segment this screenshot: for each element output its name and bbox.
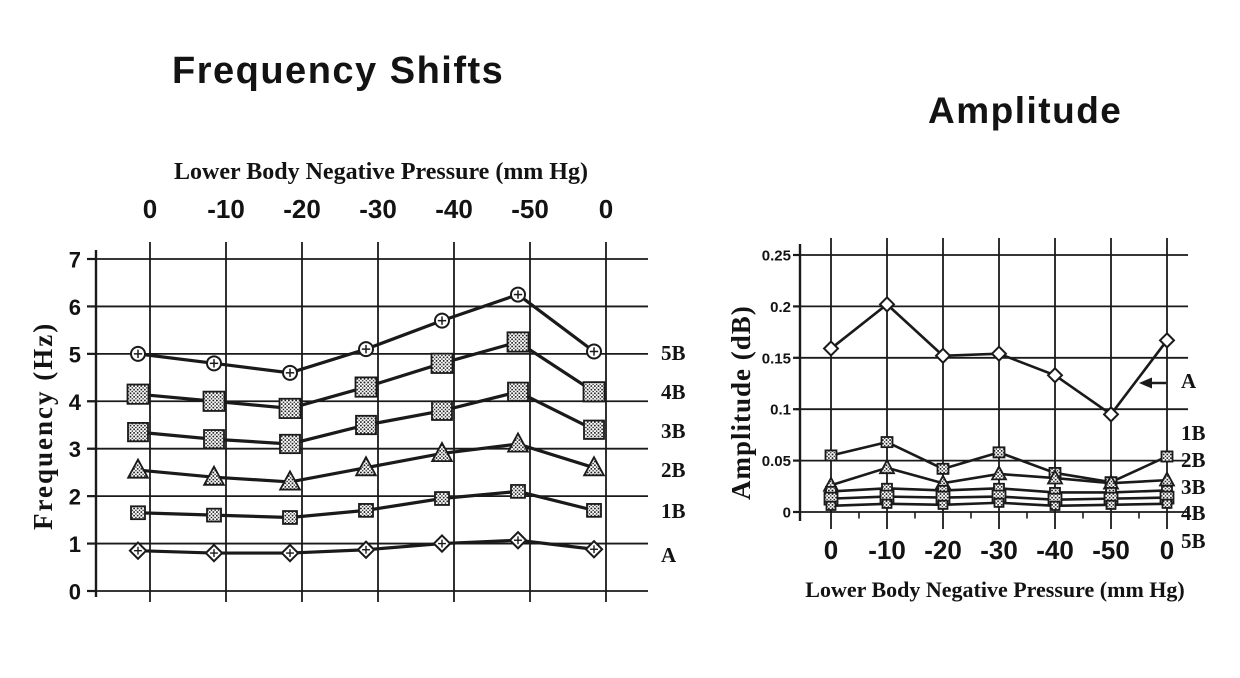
frequency-shifts-plot: 0 1 2 3 4 5 6 7 0 -10 -20 -30 -40 -50 0 5B 4B 3B 2B 1B A	[69, 194, 686, 605]
series-label-3B: 3B	[661, 419, 686, 443]
y-tick-label: 0.1	[770, 402, 791, 419]
frequency-x-axis-title: Lower Body Negative Pressure (mm Hg)	[174, 159, 588, 185]
series-label-2B: 2B	[661, 458, 686, 482]
y-tick-label: 5	[69, 342, 81, 367]
gridlines	[87, 242, 648, 602]
x-tick-label: -50	[511, 194, 549, 224]
x-tick-label: -40	[1036, 535, 1074, 565]
series-4B: 4B	[823, 489, 1206, 525]
series-label-5B: 5B	[661, 341, 686, 365]
amplitude-chart-title: Amplitude	[928, 90, 1123, 131]
x-tick-label: -30	[980, 535, 1018, 565]
series-label-1B: 1B	[661, 499, 686, 523]
y-tick-label: 1	[69, 532, 81, 557]
series-A: A	[128, 530, 677, 567]
series-label-3B: 3B	[1181, 475, 1206, 499]
x-tick-label: -10	[207, 194, 245, 224]
series-label-1B: 1B	[1181, 421, 1206, 445]
series-1B: 1B	[130, 484, 686, 525]
y-tick-label: 7	[69, 247, 81, 272]
x-tick-label: -20	[924, 535, 962, 565]
x-tick-label: 0	[143, 194, 157, 224]
y-tick-label: 0	[69, 580, 81, 605]
y-tick-label: 3	[69, 437, 81, 462]
x-tick-label: -10	[868, 535, 906, 565]
amplitude-x-axis-title: Lower Body Negative Pressure (mm Hg)	[805, 577, 1185, 602]
series-5B: 5B	[130, 286, 686, 381]
y-tick-label: 0.05	[762, 453, 791, 470]
x-tick-label: 0	[824, 535, 838, 565]
series-5B: 5B	[825, 497, 1206, 553]
y-tick-label: 6	[69, 295, 81, 320]
y-tick-label: 0.2	[770, 299, 791, 316]
x-tick-label: -30	[359, 194, 397, 224]
frequency-chart-title: Frequency Shifts	[172, 50, 505, 92]
series-3B: 3B	[127, 381, 686, 455]
series-label-4B: 4B	[661, 380, 686, 404]
x-tick-label: 0	[599, 194, 613, 224]
series-a-arrow-annotation	[1139, 377, 1166, 389]
y-tick-label: 0.15	[762, 350, 791, 367]
y-tick-label: 4	[69, 390, 82, 415]
x-tick-label: 0	[1160, 535, 1174, 565]
series-label-5B: 5B	[1181, 529, 1206, 553]
gridlines	[793, 238, 1188, 529]
series-label-A: A	[661, 543, 677, 567]
y-tick-label: 2	[69, 485, 81, 510]
series-4B: 4B	[126, 331, 686, 419]
series-label-2B: 2B	[1181, 448, 1206, 472]
amplitude-plot: 0 0.05 0.1 0.15 0.2 0.25 0 -10 -20 -30 -40 -50 0 A 1B 2…	[762, 238, 1206, 565]
series-1B: 1B	[824, 421, 1206, 489]
y-tick-label: 0.25	[762, 248, 791, 265]
y-tick-label: 0	[783, 505, 791, 522]
x-tick-label: -50	[1092, 535, 1130, 565]
series-2B: 2B	[126, 431, 686, 491]
x-tick-label: -40	[435, 194, 473, 224]
x-tick-label: -20	[283, 194, 321, 224]
series-A: A	[822, 295, 1197, 423]
series-label-A: A	[1181, 369, 1197, 393]
series-label-4B: 4B	[1181, 501, 1206, 525]
